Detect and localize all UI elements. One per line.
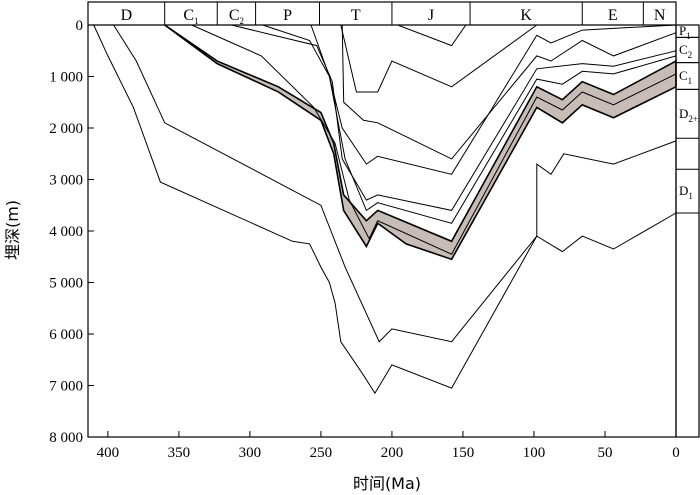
x-axis-title: 时间(Ma) [353,474,421,493]
y-tick-label: 1 000 [49,70,83,86]
period-header: D C1 C2 P T J K E N [121,2,666,26]
y-tick-label: 8 000 [49,430,83,446]
period-label-P: P [283,7,292,24]
x-tick-label: 250 [310,445,333,461]
burial-curve-6 [262,24,677,224]
strata-label-C2: C2 [679,42,692,60]
x-tick-label: 150 [452,445,475,461]
x-tick-label: 300 [239,445,262,461]
y-tick-label: 7 000 [49,379,83,395]
y-axis-title: 埋深(m) [3,200,22,260]
y-tick-label: 2 000 [49,121,83,137]
period-label-C2: C2 [229,7,244,26]
x-tick-label: 50 [597,445,612,461]
shaded-band-layer [164,24,677,261]
x-tick-label: 100 [523,445,546,461]
burial-curve-9 [397,24,467,47]
burial-curve-4 [191,24,677,255]
y-tick-label: 3 000 [49,173,83,189]
strata-column-border [675,24,700,438]
x-axis: 400 350 300 250 200 150 100 50 0 [97,431,680,461]
period-label-D: D [121,7,133,24]
burial-curve-7 [310,24,677,175]
strata-label-P1: P1 [679,23,691,41]
y-tick-label: 4 000 [49,224,83,240]
burial-curve-5 [231,24,677,211]
burial-curve-10 [341,24,677,160]
burial-curves-layer [93,24,677,395]
period-label-E: E [608,7,618,24]
period-label-T: T [351,7,361,24]
strata-label-D2+3: D2+3 [679,106,700,124]
period-label-K: K [520,7,532,24]
strata-label-C1: C1 [679,68,692,86]
strata-label-D1: D1 [679,183,693,201]
burial-curve-8 [340,24,538,93]
y-tick-label: 5 000 [49,276,83,292]
y-axis: 0 1 000 2 000 3 000 4 000 5 000 6 000 7 000 8 00… [49,18,94,446]
x-tick-label: 0 [672,445,680,461]
burial-curve-1 [113,24,677,343]
burial-curve-3 [536,140,677,237]
x-tick-label: 200 [381,445,404,461]
x-tick-label: 350 [168,445,191,461]
x-tick-label: 400 [97,445,120,461]
shaded-band [164,24,677,261]
burial-curve-2 [93,24,538,395]
period-label-J: J [428,7,434,24]
y-tick-label: 0 [76,18,84,34]
period-label-C1: C1 [183,7,198,26]
y-tick-label: 6 000 [49,327,83,343]
period-label-N: N [654,7,666,24]
